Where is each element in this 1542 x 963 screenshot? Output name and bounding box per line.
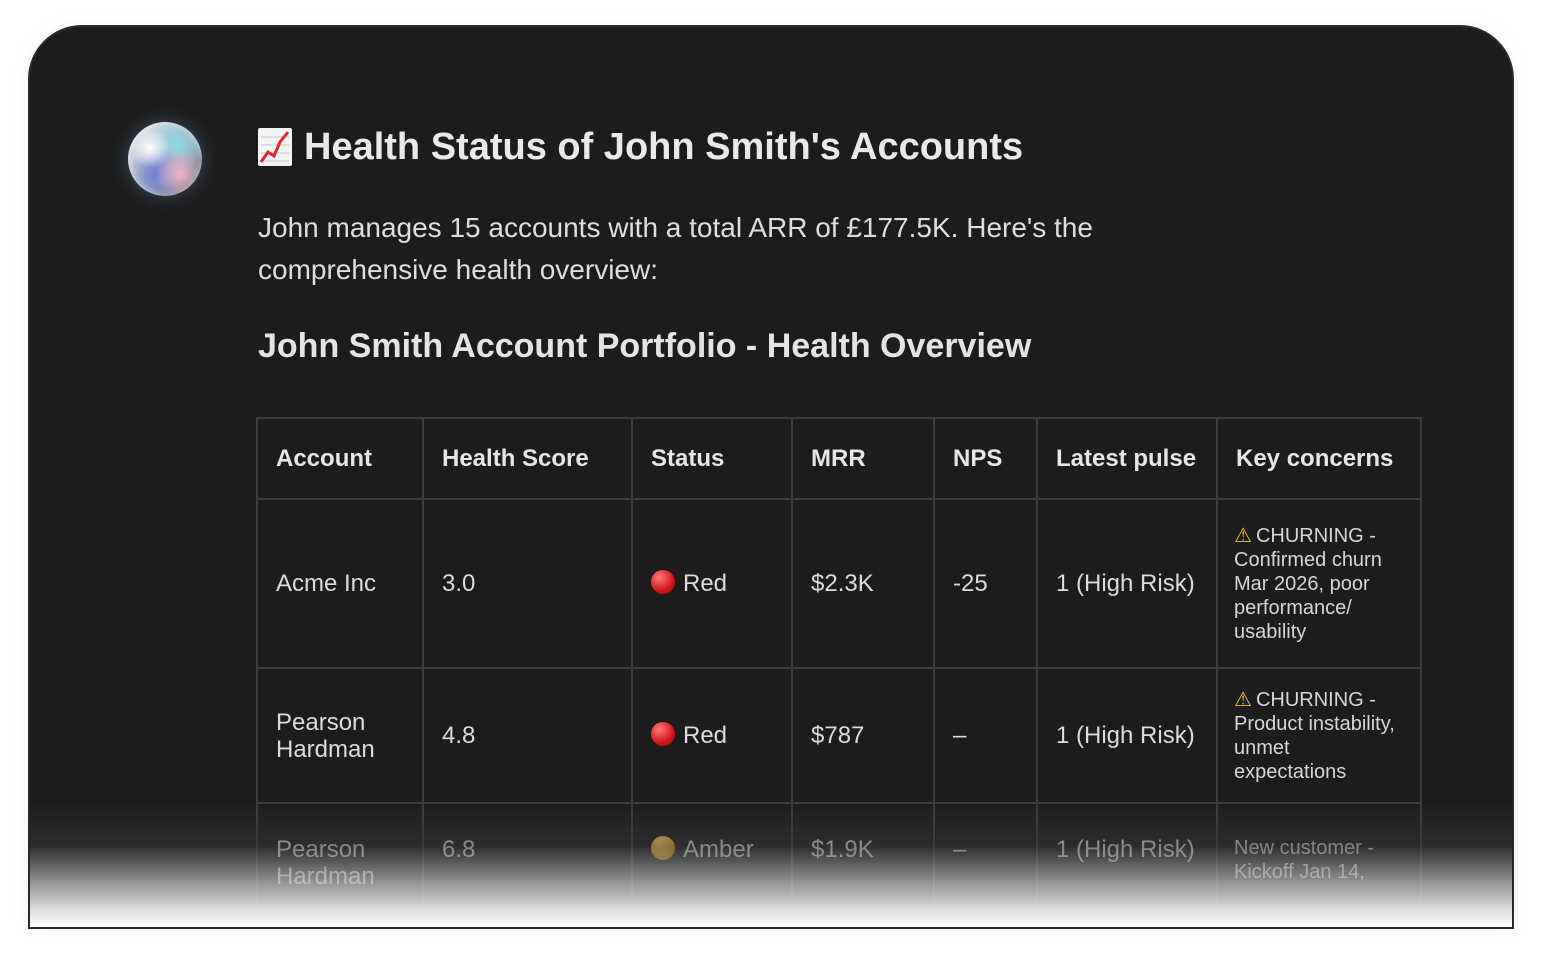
status-cell: Red <box>631 667 793 804</box>
status-label: Amber <box>683 836 754 863</box>
col-nps: NPS <box>933 417 1038 500</box>
mrr-cell: $787 <box>791 667 935 804</box>
pulse-cell: 1 (High Risk) <box>1036 667 1218 804</box>
col-status: Status <box>631 417 793 500</box>
amber-circle-icon <box>651 836 675 860</box>
concern-flag: CHURNING - <box>1255 688 1376 711</box>
nps-cell: – <box>933 802 1038 927</box>
pulse-cell: 1 (High Risk) <box>1036 498 1218 669</box>
warning-icon: ⚠ <box>1234 688 1252 711</box>
account-cell: Acme Inc <box>256 498 424 669</box>
mrr-cell: $1.9K <box>791 802 935 927</box>
status-cell: Red <box>631 498 793 669</box>
warning-icon: ⚠ <box>1234 524 1252 547</box>
chat-window: Health Status of John Smith's Accounts J… <box>30 27 1512 927</box>
status-cell: Amber <box>631 802 793 927</box>
message-title-text: Health Status of John Smith's Accounts <box>304 125 1024 168</box>
account-cell: Pearson Hardman <box>256 667 424 804</box>
red-circle-icon <box>651 721 675 746</box>
concern-text: Product instability, unmet expectations <box>1234 712 1395 783</box>
col-latest-pulse: Latest pulse <box>1036 417 1218 500</box>
health-score-cell: 3.0 <box>422 498 633 669</box>
col-key-concerns: Key concerns <box>1216 417 1422 500</box>
assistant-avatar <box>128 122 202 196</box>
section-title: John Smith Account Portfolio - Health Ov… <box>258 327 1032 365</box>
health-table: Account Health Score Status MRR NPS Late… <box>256 417 1422 927</box>
message-title: Health Status of John Smith's Accounts <box>258 117 1418 177</box>
mrr-cell: $2.3K <box>791 498 935 669</box>
health-score-cell: 6.8 <box>422 802 633 927</box>
chart-increasing-icon <box>258 128 292 166</box>
concern-text: Confirmed churn Mar 2026, poor performan… <box>1234 548 1382 643</box>
status-label: Red <box>683 721 728 749</box>
col-mrr: MRR <box>791 417 935 500</box>
concern-cell: ⚠ CHURNING - Confirmed churn Mar 2026, po… <box>1216 498 1422 669</box>
assistant-message: Health Status of John Smith's Accounts J… <box>258 117 1418 366</box>
col-health-score: Health Score <box>422 417 633 500</box>
nps-cell: – <box>933 667 1038 804</box>
concern-cell: New customer - Kickoff Jan 14, <box>1216 802 1422 927</box>
table-row: Acme Inc 3.0 Red $2.3K -25 1 (High Risk)… <box>256 498 1422 669</box>
concern-cell: ⚠ CHURNING - Product instability, unmet e… <box>1216 667 1422 804</box>
account-cell: Pearson Hardman <box>256 802 424 927</box>
table-row: Pearson Hardman 6.8 Amber $1.9K – 1 (Hig… <box>256 802 1422 927</box>
col-account: Account <box>256 417 424 500</box>
intro-text: John manages 15 accounts with a total AR… <box>258 212 1093 285</box>
concern-flag: CHURNING - <box>1255 524 1376 547</box>
table-row: Pearson Hardman 4.8 Red $787 – 1 (High R… <box>256 667 1422 804</box>
red-circle-icon <box>651 569 675 594</box>
status-label: Red <box>683 569 728 597</box>
table-header-row: Account Health Score Status MRR NPS Late… <box>256 417 1422 500</box>
health-score-cell: 4.8 <box>422 667 633 804</box>
pulse-cell: 1 (High Risk) <box>1036 802 1218 927</box>
nps-cell: -25 <box>933 498 1038 669</box>
